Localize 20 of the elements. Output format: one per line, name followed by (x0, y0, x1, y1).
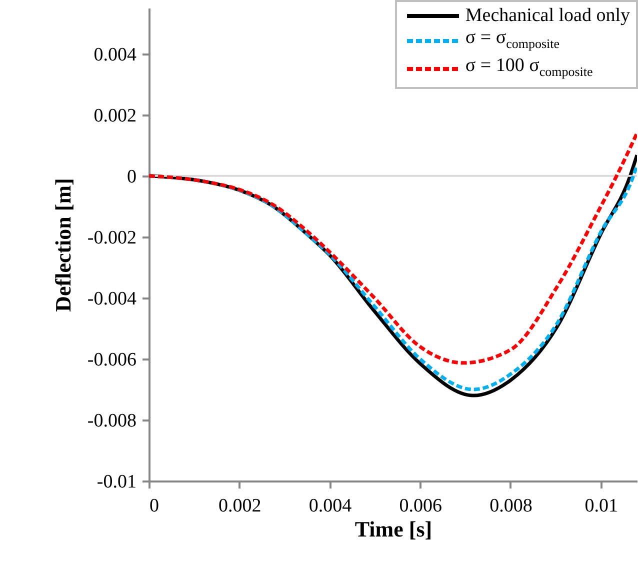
y-tick-label: -0.006 (87, 349, 136, 370)
y-tick-label: -0.002 (87, 227, 136, 248)
y-tick-label: 0 (127, 166, 136, 188)
y-tick-label: -0.008 (87, 410, 136, 432)
x-tick-label: 0.002 (218, 496, 262, 516)
y-tick-label: 0.004 (94, 44, 137, 66)
legend-label: Mechanical load only (465, 5, 630, 27)
y-tick-label: 0.002 (94, 105, 136, 126)
x-tick-label: 0.01 (584, 496, 618, 516)
x-tick-label: 0.006 (399, 496, 442, 516)
line-series (149, 131, 637, 365)
y-tick-label: -0.01 (96, 472, 136, 492)
x-tick-label: 0.008 (490, 496, 532, 516)
y-tick-label: -0.004 (87, 288, 137, 310)
x-tick-label: 0.004 (308, 496, 352, 516)
x-tick-label: 0 (150, 496, 159, 516)
legend-label: σ = 100 σ$_{composite}$ (465, 54, 593, 81)
y-axis-title: Deflection [m] (50, 178, 76, 312)
legend-label: σ = σ$_{composite}$ (465, 27, 560, 53)
x-axis-title: Time [s] (354, 516, 432, 542)
